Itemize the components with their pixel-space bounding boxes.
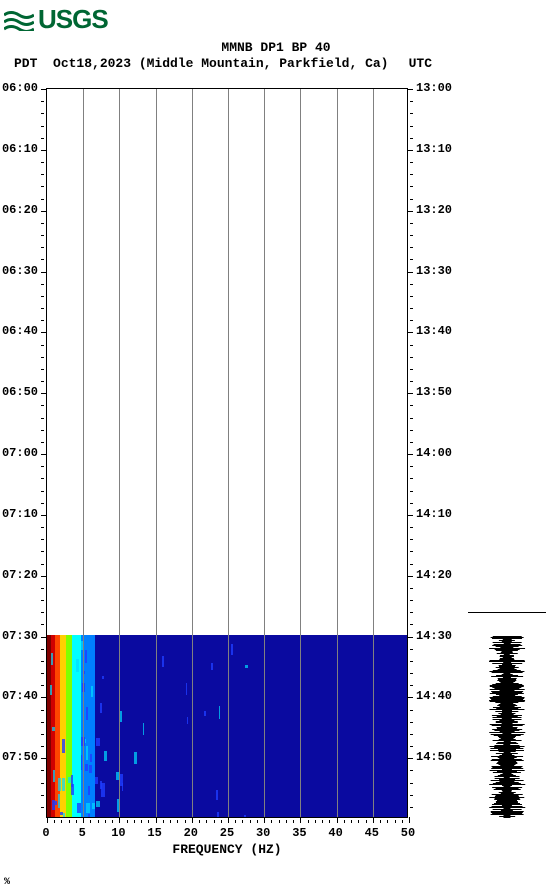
- x-tick-label: 10: [111, 826, 125, 840]
- y-left-label: 06:10: [2, 142, 38, 156]
- x-tick-label: 15: [147, 826, 161, 840]
- x-tick-label: 25: [220, 826, 234, 840]
- date-location: Oct18,2023 (Middle Mountain, Parkfield, …: [53, 56, 388, 71]
- y-left-label: 06:20: [2, 203, 38, 217]
- gridline: [228, 89, 229, 817]
- spectrogram-plot: FREQUENCY (HZ) 06:0013:0006:1013:1006:20…: [46, 88, 408, 818]
- gridline: [192, 89, 193, 817]
- y-right-label: 14:50: [416, 750, 452, 764]
- gridline: [83, 89, 84, 817]
- y-left-label: 06:30: [2, 264, 38, 278]
- y-right-label: 14:10: [416, 507, 452, 521]
- x-tick-label: 40: [328, 826, 342, 840]
- y-right-label: 14:00: [416, 446, 452, 460]
- x-tick-label: 20: [184, 826, 198, 840]
- y-right-label: 13:30: [416, 264, 452, 278]
- y-left-label: 07:20: [2, 568, 38, 582]
- y-right-label: 14:30: [416, 629, 452, 643]
- plot-area: [46, 88, 408, 818]
- gridline: [156, 89, 157, 817]
- x-tick-label: 45: [365, 826, 379, 840]
- x-tick-label: 30: [256, 826, 270, 840]
- footer-glyph: %: [4, 877, 10, 888]
- gridline: [337, 89, 338, 817]
- waveform-trace: [468, 88, 546, 818]
- y-right-label: 14:40: [416, 689, 452, 703]
- y-right-label: 13:00: [416, 81, 452, 95]
- y-left-label: 07:30: [2, 629, 38, 643]
- x-tick-label: 50: [401, 826, 415, 840]
- usgs-logo-text: USGS: [38, 4, 108, 35]
- y-right-label: 13:20: [416, 203, 452, 217]
- y-right-label: 13:10: [416, 142, 452, 156]
- chart-header: MMNB DP1 BP 40: [0, 40, 552, 55]
- y-right-label: 13:50: [416, 385, 452, 399]
- y-right-label: 14:20: [416, 568, 452, 582]
- subtitle-line: PDT Oct18,2023 (Middle Mountain, Parkfie…: [14, 56, 388, 71]
- y-left-label: 06:50: [2, 385, 38, 399]
- gridline: [300, 89, 301, 817]
- gridline: [264, 89, 265, 817]
- y-right-label: 13:40: [416, 324, 452, 338]
- spectrogram-region: [47, 635, 407, 818]
- gridline: [373, 89, 374, 817]
- x-tick-label: 35: [292, 826, 306, 840]
- usgs-waves-icon: [4, 9, 34, 31]
- tz-right-label: UTC: [409, 56, 432, 71]
- tz-left-label: PDT: [14, 56, 37, 71]
- x-axis-label: FREQUENCY (HZ): [46, 842, 408, 857]
- x-tick-label: 0: [42, 826, 49, 840]
- y-left-label: 07:40: [2, 689, 38, 703]
- y-left-label: 07:00: [2, 446, 38, 460]
- usgs-logo: USGS: [4, 4, 108, 35]
- y-left-label: 07:10: [2, 507, 38, 521]
- y-left-label: 07:50: [2, 750, 38, 764]
- gridline: [119, 89, 120, 817]
- y-left-label: 06:40: [2, 324, 38, 338]
- x-tick-label: 5: [79, 826, 86, 840]
- chart-title-1: MMNB DP1 BP 40: [0, 40, 552, 55]
- y-left-label: 06:00: [2, 81, 38, 95]
